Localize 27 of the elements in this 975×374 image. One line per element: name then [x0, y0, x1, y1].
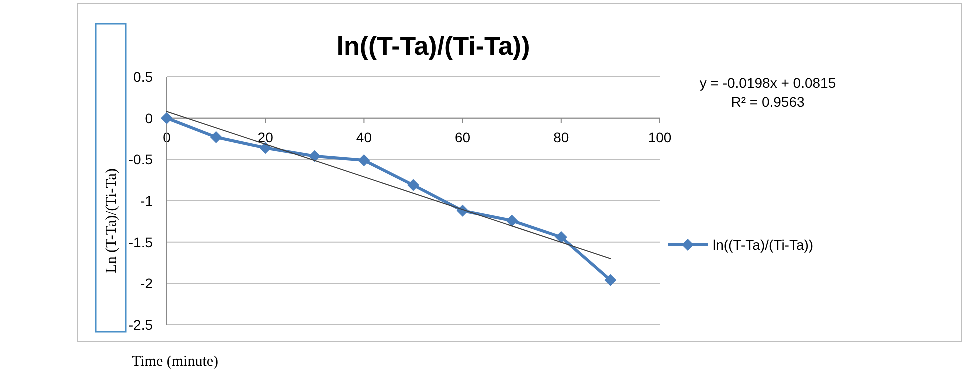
y-tick-label: -2	[140, 276, 154, 292]
y-tick-label: -1	[140, 193, 154, 209]
point	[260, 142, 272, 154]
point	[408, 179, 420, 192]
point	[308, 150, 321, 162]
point	[506, 214, 518, 227]
point	[358, 154, 370, 166]
y-tick-label: -0.5	[128, 152, 154, 168]
legend-label: ln((T-Ta)/(Ti-Ta))	[713, 237, 814, 253]
point	[210, 131, 222, 144]
x-tick-label: 60	[455, 129, 471, 146]
y-tick-label: -1.5	[128, 234, 154, 250]
point	[604, 274, 617, 286]
y-axis-title: Ln (T-Ta)/(Ti-Ta)	[104, 168, 120, 274]
chart-title: ln((T-Ta)/(Ti-Ta))	[336, 31, 530, 61]
y-tick-label: 0	[145, 110, 154, 126]
x-tick-label: 20	[258, 129, 274, 146]
y-tick-label: 0.5	[134, 69, 154, 85]
point	[555, 231, 568, 244]
text: R² = 0.9563	[731, 94, 805, 110]
text: y = -0.0198x + 0.0815	[700, 75, 836, 91]
x-tick-label: 40	[356, 129, 372, 146]
x-tick-label: 80	[554, 129, 570, 146]
point	[161, 112, 173, 124]
x-tick-label: 100	[648, 129, 672, 146]
x-axis-title: Time (minute)	[132, 354, 219, 370]
y-tick-label: -2.5	[128, 317, 154, 333]
